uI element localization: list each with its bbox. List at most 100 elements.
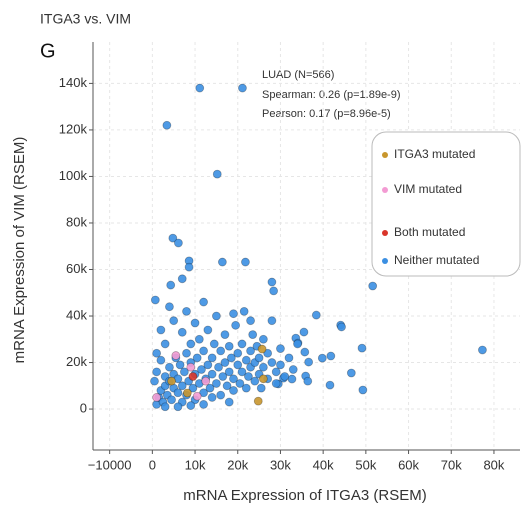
- point: [150, 376, 159, 386]
- point: [220, 330, 230, 340]
- y-tick-label: 100k: [59, 168, 88, 183]
- point: [207, 393, 217, 402]
- point: [182, 306, 191, 316]
- point: [218, 372, 228, 381]
- point: [190, 318, 200, 328]
- point: [235, 379, 245, 388]
- point: [166, 280, 176, 290]
- legend-box: [371, 131, 521, 277]
- point: [358, 385, 368, 395]
- point: [239, 306, 249, 316]
- point: [267, 277, 277, 287]
- point: [284, 353, 294, 363]
- point: [182, 348, 191, 358]
- point: [203, 325, 213, 335]
- point: [184, 262, 194, 272]
- point: [280, 372, 290, 381]
- point: [152, 393, 162, 402]
- point: [175, 360, 185, 370]
- point: [186, 339, 196, 349]
- point: [207, 369, 217, 379]
- point: [246, 316, 255, 326]
- point: [287, 374, 297, 384]
- point: [244, 372, 253, 381]
- point: [325, 380, 335, 390]
- point: [271, 379, 281, 388]
- point: [293, 339, 302, 349]
- x-tick-label: 70k: [441, 457, 462, 472]
- point: [368, 281, 378, 291]
- point: [258, 334, 268, 344]
- point: [195, 83, 205, 93]
- point: [197, 365, 206, 374]
- point: [160, 402, 170, 412]
- point: [254, 353, 264, 363]
- point: [222, 381, 232, 391]
- point: [257, 344, 267, 354]
- annotation: Spearman: 0.26 (p=1.89e-9): [262, 89, 401, 101]
- point: [199, 400, 208, 409]
- point: [224, 397, 234, 407]
- y-tick-label: 0: [80, 400, 87, 415]
- point: [192, 353, 202, 363]
- point: [271, 367, 281, 377]
- point: [199, 297, 208, 307]
- point: [182, 388, 192, 398]
- point: [177, 381, 187, 391]
- point: [229, 386, 238, 395]
- point: [269, 286, 279, 296]
- point: [233, 348, 243, 358]
- legend-label: Neither mutated: [394, 253, 479, 267]
- point: [212, 311, 221, 321]
- point: [258, 362, 268, 372]
- point: [337, 322, 346, 332]
- points: [150, 83, 487, 412]
- chart-title: ITGA3 vs. VIM: [40, 11, 131, 27]
- point: [214, 362, 223, 372]
- x-tick-label: 40k: [313, 457, 334, 472]
- x-tick-label: 0: [149, 457, 156, 472]
- point: [299, 327, 309, 337]
- point: [276, 360, 285, 370]
- point: [267, 316, 277, 326]
- point: [233, 360, 243, 370]
- point: [216, 346, 226, 356]
- point: [162, 120, 172, 130]
- point: [248, 330, 258, 340]
- point: [238, 83, 247, 93]
- point: [177, 327, 187, 337]
- x-tick-label: 50k: [355, 457, 376, 472]
- point: [231, 320, 241, 330]
- point: [326, 351, 336, 361]
- y-tick-label: 120k: [59, 121, 88, 136]
- x-tick-label: 20k: [227, 457, 248, 472]
- point: [207, 353, 217, 363]
- point: [167, 376, 176, 386]
- point: [246, 346, 255, 356]
- point: [226, 353, 236, 363]
- y-tick-label: 60k: [66, 261, 87, 276]
- point: [160, 339, 170, 349]
- point: [224, 367, 234, 377]
- point: [199, 346, 208, 356]
- point: [188, 372, 198, 381]
- y-tick-label: 40k: [66, 307, 87, 322]
- point: [156, 355, 166, 365]
- panel-label: G: [40, 40, 56, 62]
- point: [150, 295, 160, 305]
- point: [194, 334, 204, 344]
- point: [303, 376, 313, 386]
- point: [212, 379, 221, 388]
- point: [300, 347, 310, 357]
- point: [311, 310, 321, 320]
- point: [205, 383, 215, 393]
- point: [168, 233, 178, 243]
- point: [253, 396, 263, 406]
- point: [165, 302, 174, 312]
- point: [165, 362, 174, 372]
- point: [192, 391, 202, 401]
- x-tick-label: 60k: [398, 457, 419, 472]
- point: [220, 358, 230, 367]
